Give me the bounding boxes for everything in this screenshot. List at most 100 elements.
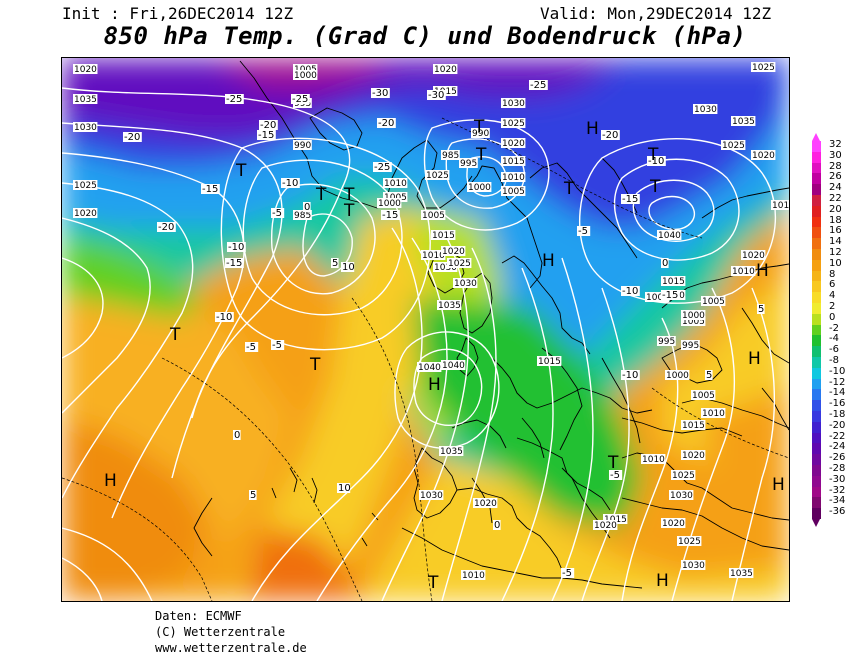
- legend-swatch: [812, 141, 821, 153]
- isobar-label: 1035: [439, 446, 464, 457]
- isobar-label: 1030: [73, 122, 98, 133]
- svg-text:1035: 1035: [440, 447, 463, 457]
- legend-swatch: [812, 173, 821, 185]
- legend-label: 8: [829, 268, 836, 280]
- isobar-label: 1010: [421, 250, 446, 261]
- legend-swatch: [812, 216, 821, 228]
- isobar-label: 1000: [665, 370, 690, 381]
- svg-text:-25: -25: [292, 94, 308, 105]
- svg-text:1005: 1005: [422, 211, 445, 221]
- svg-text:1035: 1035: [74, 95, 97, 105]
- svg-text:1030: 1030: [694, 105, 717, 115]
- legend-swatch: [812, 497, 821, 509]
- low-pressure-marker: T: [315, 185, 327, 205]
- isobar-label: 1025: [73, 180, 98, 191]
- legend-label: -12: [829, 376, 846, 388]
- svg-text:1020: 1020: [74, 209, 97, 219]
- legend-swatch: [812, 421, 821, 434]
- low-pressure-marker: T: [235, 161, 247, 181]
- svg-text:995: 995: [658, 337, 675, 347]
- isotherm-label: -10: [227, 242, 246, 253]
- legend-swatch: [812, 151, 821, 164]
- svg-text:0: 0: [662, 258, 668, 269]
- isobar-label: 1020: [741, 250, 766, 261]
- legend-bottom-arrow: [812, 519, 820, 527]
- svg-text:995: 995: [682, 341, 699, 351]
- isobar-label: 1030: [669, 490, 694, 501]
- isotherm-label: -15: [661, 290, 680, 301]
- svg-text:-10: -10: [282, 178, 298, 189]
- credit-data-source: Daten: ECMWF: [155, 609, 242, 623]
- svg-text:-10: -10: [648, 156, 664, 167]
- svg-text:-10: -10: [622, 286, 638, 297]
- isobars: [62, 87, 777, 601]
- legend-swatch: [812, 335, 821, 347]
- isotherm-label: -30: [371, 88, 390, 99]
- isotherm-label: -15: [621, 194, 640, 205]
- isobar-label: 1040: [441, 360, 466, 371]
- isobar-label: 1025: [721, 140, 746, 151]
- isotherm-label: -5: [271, 340, 285, 351]
- isobar-label: 1015: [501, 156, 526, 167]
- svg-text:1025: 1025: [426, 171, 449, 181]
- isotherm-label: -5: [609, 470, 623, 481]
- svg-text:-5: -5: [610, 470, 620, 481]
- svg-text:1030: 1030: [420, 491, 443, 501]
- legend-swatch: [812, 346, 821, 358]
- svg-text:1010: 1010: [702, 409, 725, 419]
- chart-title: 850 hPa Temp. (Grad C) und Bodendruck (h…: [103, 22, 747, 50]
- isobar-label: 1030: [433, 262, 458, 273]
- svg-text:5: 5: [250, 490, 256, 501]
- legend-label: 0: [829, 311, 836, 323]
- svg-text:1030: 1030: [454, 279, 477, 289]
- svg-text:-25: -25: [530, 80, 546, 91]
- svg-text:1025: 1025: [448, 259, 471, 269]
- legend-label: -6: [829, 344, 839, 356]
- isobar-label: 1025: [447, 258, 472, 269]
- isotherm-label: 0: [233, 430, 241, 441]
- svg-text:1025: 1025: [678, 537, 701, 547]
- legend-swatch: [812, 389, 821, 401]
- svg-text:1005: 1005: [702, 297, 725, 307]
- legend-swatch: [812, 324, 821, 336]
- isobar-label: 1035: [437, 300, 462, 311]
- isotherm-label: -10: [215, 312, 234, 323]
- legend-label: -30: [829, 473, 846, 485]
- legend-label: -32: [829, 484, 846, 496]
- svg-text:1030: 1030: [74, 123, 97, 133]
- isotherm-label: 10: [337, 483, 351, 494]
- high-pressure-marker: H: [104, 471, 117, 491]
- isotherm-label: -10: [647, 156, 666, 167]
- legend-label: 28: [829, 160, 842, 172]
- isotherm-label: -15: [225, 258, 244, 269]
- legend-label: -26: [829, 452, 846, 464]
- svg-text:-20: -20: [378, 118, 394, 129]
- svg-text:-5: -5: [246, 342, 256, 353]
- svg-text:1020: 1020: [682, 451, 705, 461]
- legend-label: 30: [829, 149, 842, 161]
- isobar-label: 1020: [73, 208, 98, 219]
- high-pressure-marker: H: [656, 571, 669, 591]
- isotherm-label: 5: [331, 258, 339, 269]
- svg-text:-10: -10: [216, 312, 232, 323]
- legend-swatch: [812, 281, 821, 293]
- valid-time-label: Valid: Mon,29DEC2014 12Z: [540, 4, 772, 23]
- svg-text:1025: 1025: [74, 181, 97, 191]
- legend-label: -4: [829, 333, 839, 345]
- isobar-label: 1005: [501, 186, 526, 197]
- svg-text:-30: -30: [428, 90, 444, 101]
- legend-swatch: [812, 508, 821, 520]
- isobar-label: 1000: [645, 292, 670, 303]
- svg-text:-5: -5: [272, 340, 282, 351]
- isobar-label: 1005: [691, 390, 716, 401]
- legend-label: -8: [829, 355, 839, 366]
- legend-swatch: [812, 411, 821, 423]
- isobar-label: 1025: [501, 118, 526, 129]
- isotherm-label: -25: [291, 94, 310, 105]
- isobar-label: 1025: [671, 470, 696, 481]
- legend-label: -22: [829, 430, 846, 442]
- high-pressure-marker: H: [756, 261, 769, 281]
- high-pressure-marker: H: [586, 119, 599, 139]
- isobar-label: 1020: [501, 138, 526, 149]
- isobar-label: 1020: [681, 450, 706, 461]
